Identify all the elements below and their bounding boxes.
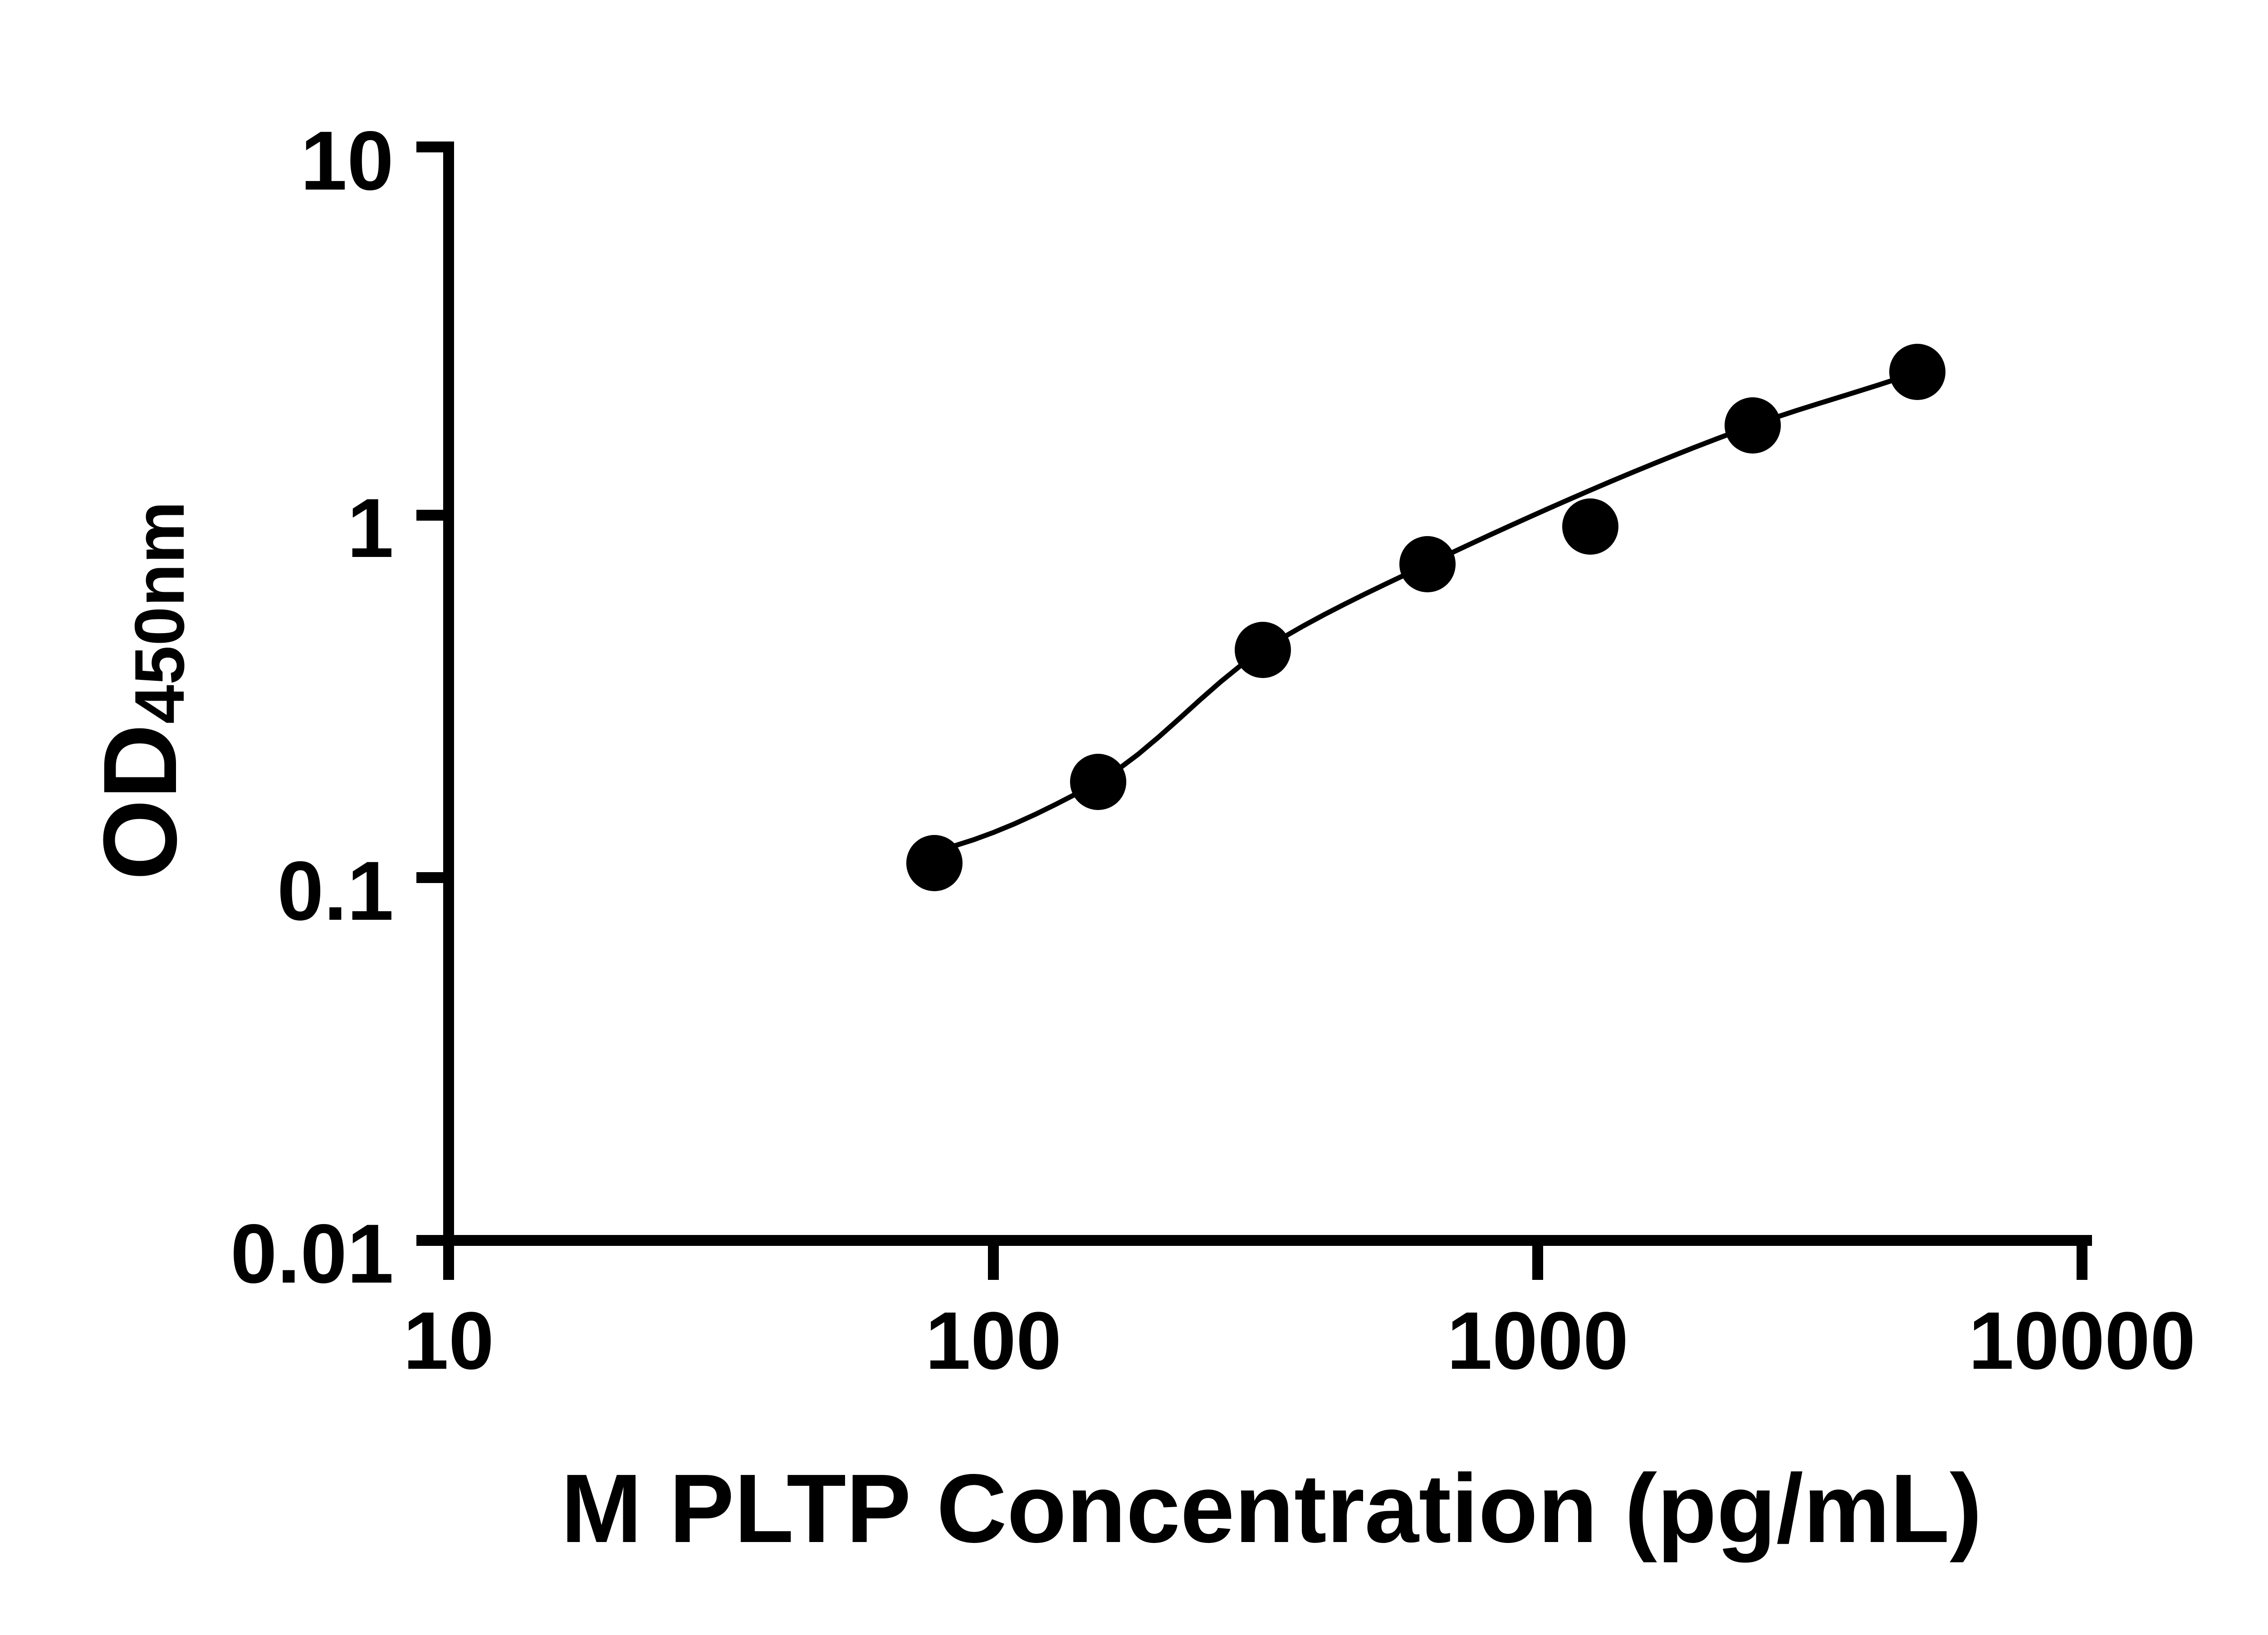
svg-text:1000: 1000	[1447, 1295, 1628, 1386]
svg-text:M PLTP Concentration (pg/mL): M PLTP Concentration (pg/mL)	[561, 1454, 1982, 1563]
svg-text:1: 1	[347, 482, 394, 575]
svg-text:10: 10	[403, 1295, 494, 1386]
svg-text:10: 10	[300, 114, 394, 208]
svg-text:0.1: 0.1	[277, 844, 394, 938]
svg-text:0.01: 0.01	[230, 1207, 394, 1301]
svg-text:100: 100	[925, 1295, 1061, 1386]
svg-text:10000: 10000	[1969, 1295, 2196, 1386]
svg-text:OD450nm: OD450nm	[82, 501, 199, 880]
